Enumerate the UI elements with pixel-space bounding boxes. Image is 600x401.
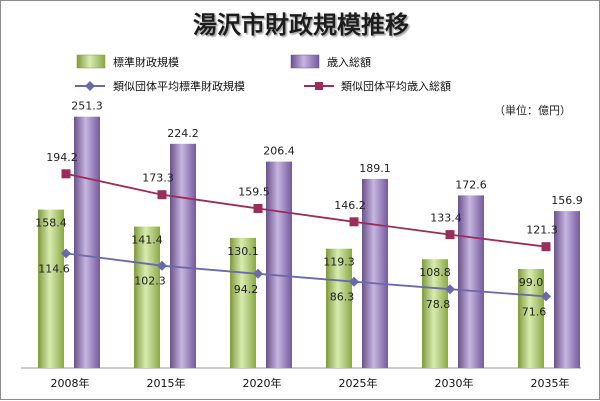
point-similar-revenue-total [445,230,455,240]
legend-item-standard-scale: 標準財政規模 [76,54,179,69]
data-label-revenue-total: 251.3 [71,100,103,113]
bar-standard-scale [518,269,544,368]
data-label-similar-standard-scale: 86.3 [330,291,355,304]
data-label-revenue-total: 172.6 [455,178,487,191]
legend-label-revenue-total: 歳入総額 [327,55,371,69]
bar-standard-scale [422,259,448,368]
point-similar-standard-scale [445,284,455,295]
legend-swatch-revenue-total [290,54,320,69]
legend-marker-square [315,82,323,90]
data-label-similar-standard-scale: 114.6 [38,262,70,275]
legend-label-similar-standard-scale: 類似団体平均標準財政規模 [113,79,245,93]
point-similar-standard-scale [157,260,167,271]
data-label-standard-scale: 130.1 [227,245,259,258]
legend-item-similar-standard-scale: 類似団体平均標準財政規模 [75,79,245,93]
data-label-similar-standard-scale: 102.3 [134,275,166,288]
legend-item-similar-revenue-total: 類似団体平均歳入総額 [304,79,451,93]
point-similar-revenue-total [61,169,71,179]
line-similar-revenue-total [65,172,547,248]
x-tick-label: 2015年 [147,376,186,390]
bar-standard-scale [38,209,64,368]
plot-area: 2008年 2015年 2020年 2025年 2030年 2035年 158.4 251.3… [35,100,583,390]
data-label-revenue-total: 156.9 [551,194,583,207]
x-tick-label: 2035年 [531,376,570,390]
line-similar-standard-scale [65,252,547,298]
data-label-standard-scale: 99.0 [519,276,544,289]
point-similar-standard-scale [61,248,71,259]
point-similar-revenue-total [157,190,167,200]
bar-standard-scale [326,248,352,368]
point-similar-revenue-total [253,204,263,213]
point-similar-revenue-total [541,242,551,252]
data-label-revenue-total: 224.2 [167,127,199,140]
data-label-similar-revenue-total: 121.3 [526,224,558,237]
point-similar-standard-scale [253,268,263,279]
point-similar-standard-scale [349,276,359,287]
data-label-similar-revenue-total: 173.3 [142,172,174,185]
point-similar-standard-scale [541,291,551,302]
data-label-similar-revenue-total: 194.2 [46,151,78,164]
data-label-standard-scale: 158.4 [35,217,67,230]
bar-revenue-total [458,195,484,368]
data-label-similar-standard-scale: 71.6 [522,305,547,318]
bar-revenue-total [554,211,580,368]
data-label-similar-revenue-total: 159.5 [238,186,270,199]
data-label-similar-revenue-total: 146.2 [334,199,366,212]
data-label-standard-scale: 141.4 [131,234,163,247]
data-label-similar-standard-scale: 94.2 [234,283,259,296]
data-label-similar-standard-scale: 78.8 [426,298,451,311]
legend-label-standard-scale: 標準財政規模 [113,55,179,69]
unit-note: （単位：億円） [494,103,571,117]
legend-marker-diamond [85,81,95,91]
x-tick-label: 2030年 [435,376,474,390]
bar-standard-scale [134,226,160,368]
data-label-standard-scale: 119.3 [323,256,355,269]
x-tick-label: 2020年 [243,376,282,390]
legend-label-similar-revenue-total: 類似団体平均歳入総額 [341,79,451,93]
legend: 標準財政規模 歳入総額 類似団体平均標準財政規模 類似団体平均歳入総額 [75,54,451,93]
data-label-revenue-total: 206.4 [263,145,295,158]
data-label-standard-scale: 108.8 [419,266,451,279]
legend-swatch-standard-scale [76,54,106,69]
legend-item-revenue-total: 歳入総額 [290,54,371,69]
bar-standard-scale [230,237,256,368]
chart-title: 湯沢市財政規模推移 [193,11,409,39]
data-label-revenue-total: 189.1 [359,162,391,175]
x-tick-label: 2008年 [51,376,90,390]
bar-revenue-total [362,178,388,368]
bar-revenue-total [74,116,100,368]
bar-revenue-total [266,161,292,368]
bar-revenue-total [170,143,196,368]
point-similar-revenue-total [349,217,359,227]
data-label-similar-revenue-total: 133.4 [430,212,462,225]
x-tick-label: 2025年 [339,376,378,390]
